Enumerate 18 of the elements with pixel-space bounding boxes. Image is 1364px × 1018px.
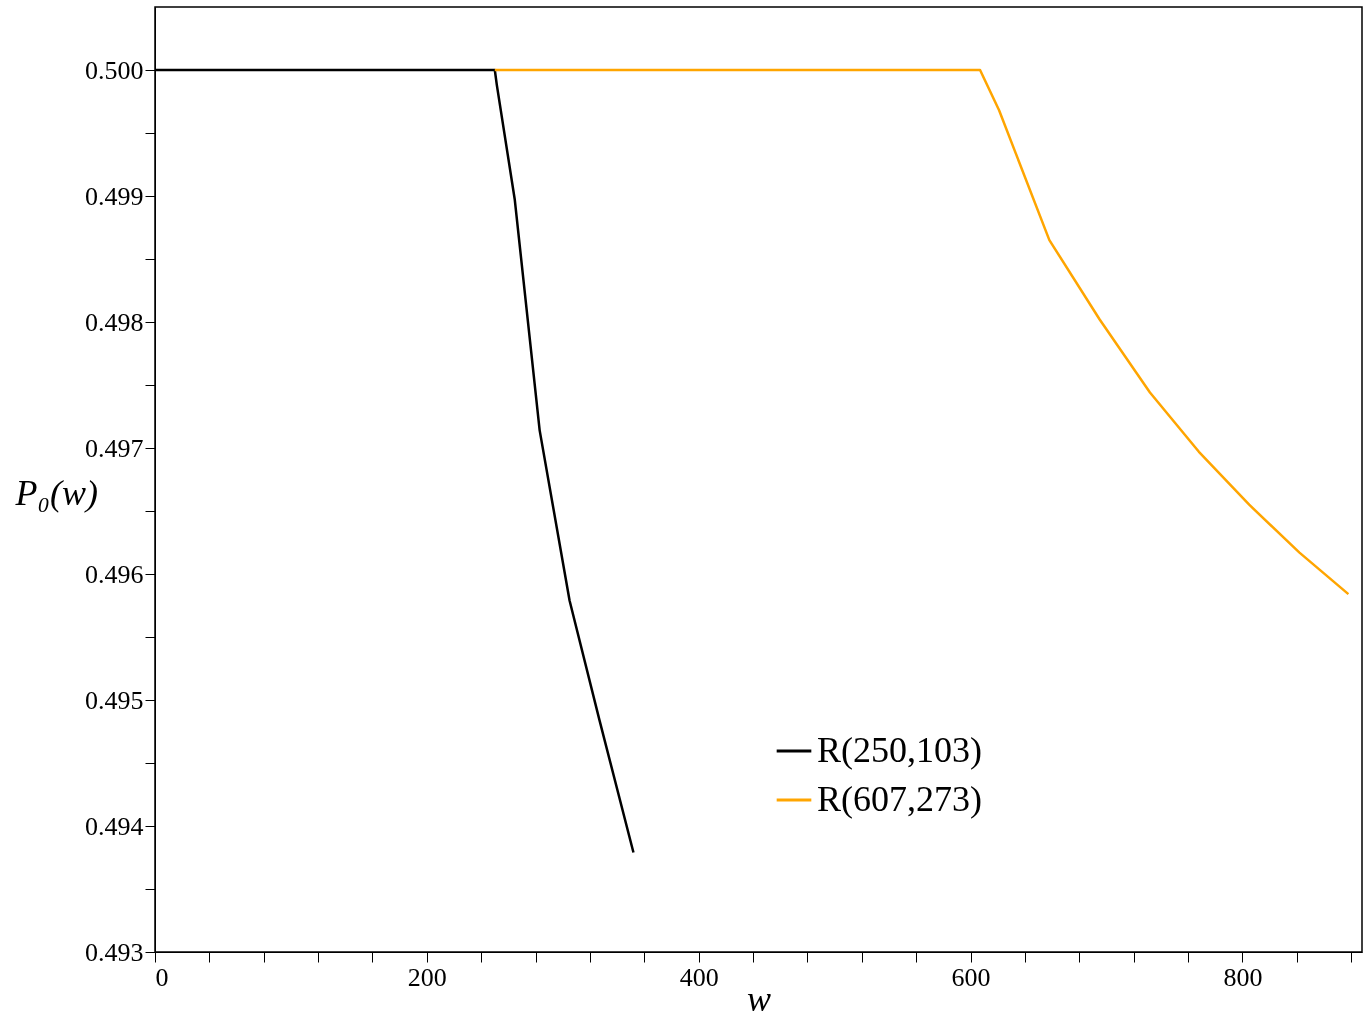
y-tick-label: 0.496 — [85, 559, 144, 589]
line-series — [493, 68, 1350, 596]
y-tick-label: 0.499 — [85, 181, 144, 211]
y-axis-title: P₀(w) — [14, 472, 98, 513]
x-tick-label: 200 — [407, 962, 447, 992]
y-tick-label: 0.495 — [85, 685, 144, 715]
x-tick-label: 800 — [1223, 962, 1263, 992]
legend-label: R(250,103) — [817, 730, 982, 770]
x-tick-label: 600 — [951, 962, 991, 992]
x-tick-label: 0 — [155, 962, 169, 992]
legend-label: R(607,273) — [817, 779, 982, 819]
y-tick-label: 0.494 — [85, 811, 144, 841]
y-tick-label: 0.500 — [85, 55, 144, 85]
y-tick-label: 0.497 — [85, 433, 144, 463]
x-tick-label: 400 — [679, 962, 719, 992]
y-tick-label: 0.498 — [85, 307, 144, 337]
y-tick-label: 0.493 — [85, 937, 144, 967]
x-axis-title: w — [746, 978, 772, 1018]
